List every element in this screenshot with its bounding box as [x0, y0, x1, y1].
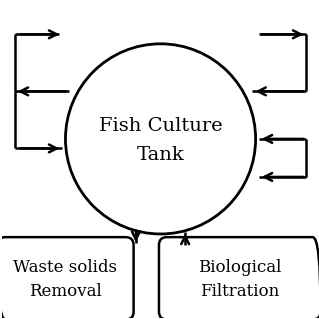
Text: Waste solids: Waste solids	[13, 259, 117, 276]
Text: Filtration: Filtration	[200, 283, 279, 300]
Text: Fish Culture: Fish Culture	[99, 117, 222, 135]
Text: Biological: Biological	[198, 259, 281, 276]
Text: Removal: Removal	[29, 283, 102, 300]
Text: Tank: Tank	[137, 146, 184, 164]
